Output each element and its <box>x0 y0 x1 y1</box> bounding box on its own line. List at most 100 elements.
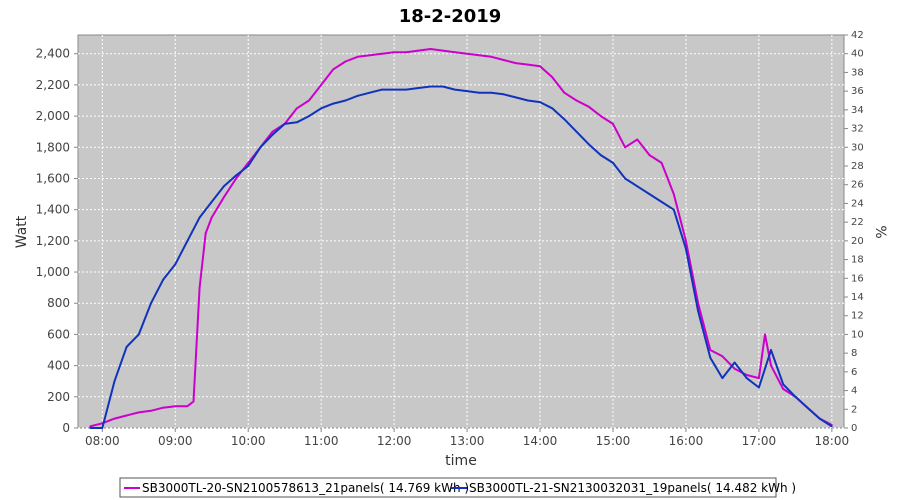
data-point-series-1 <box>125 414 128 417</box>
data-point-series-2 <box>527 99 529 102</box>
data-point-series-1 <box>770 364 772 367</box>
data-point-series-1 <box>356 55 359 58</box>
data-point-series-2 <box>174 263 177 266</box>
y-tick-label: 200 <box>47 390 70 404</box>
x-tick-label: 08:00 <box>85 434 120 448</box>
data-point-series-2 <box>830 425 833 428</box>
data-point-series-1 <box>204 232 207 235</box>
data-point-series-2 <box>454 88 456 91</box>
data-point-series-2 <box>308 115 310 117</box>
data-point-series-1 <box>575 99 578 102</box>
data-point-series-1 <box>210 216 213 219</box>
data-point-series-1 <box>636 138 639 141</box>
data-point-series-2 <box>478 91 481 94</box>
data-point-series-2 <box>150 302 152 305</box>
data-point-series-1 <box>113 417 116 420</box>
data-point-series-2 <box>332 102 335 105</box>
y2-tick-label: 16 <box>851 273 864 284</box>
data-point-series-2 <box>162 278 165 281</box>
data-point-series-2 <box>198 216 201 219</box>
data-point-series-2 <box>89 427 92 429</box>
data-point-series-2 <box>648 193 651 196</box>
data-point-series-1 <box>563 91 566 94</box>
data-point-series-1 <box>441 49 444 52</box>
data-point-series-2 <box>745 377 748 379</box>
data-point-series-1 <box>733 367 736 370</box>
y2-tick-label: 26 <box>851 180 864 191</box>
data-point-series-2 <box>551 107 554 110</box>
data-point-series-2 <box>764 367 766 370</box>
legend-entry-series-2: SB3000TL-21-SN2130032031_19panels( 14.48… <box>469 481 796 495</box>
data-point-series-2 <box>405 88 408 91</box>
x-tick-label: 14:00 <box>523 434 558 448</box>
data-point-series-2 <box>685 247 687 250</box>
data-point-series-1 <box>271 130 274 133</box>
data-point-series-2 <box>186 240 189 242</box>
y2-tick-label: 0 <box>851 423 857 434</box>
data-point-series-2 <box>210 201 213 203</box>
data-point-series-1 <box>344 60 347 63</box>
x-tick-label: 13:00 <box>450 434 485 448</box>
data-point-series-1 <box>368 54 371 57</box>
y2-tick-label: 42 <box>851 30 864 41</box>
y2-tick-label: 34 <box>851 105 864 116</box>
data-point-series-2 <box>587 143 590 146</box>
data-point-series-1 <box>137 411 140 414</box>
data-point-series-2 <box>770 349 772 351</box>
data-point-series-1 <box>381 52 383 55</box>
data-point-series-2 <box>575 130 578 133</box>
y-tick-label: 0 <box>62 421 70 435</box>
data-point-series-1 <box>624 146 626 149</box>
x-axis-label: time <box>445 453 477 469</box>
data-point-series-2 <box>344 99 347 102</box>
data-point-series-2 <box>672 208 675 211</box>
y-tick-label: 1,800 <box>36 140 70 154</box>
data-point-series-1 <box>502 59 505 61</box>
data-point-series-2 <box>107 403 110 406</box>
data-point-series-1 <box>174 405 177 408</box>
y2-tick-label: 36 <box>851 86 864 97</box>
y2-tick-label: 6 <box>851 367 857 378</box>
y2-tick-label: 28 <box>851 161 864 172</box>
data-point-series-1 <box>514 62 517 64</box>
legend: SB3000TL-20-SN2100578613_21panels( 14.76… <box>119 477 796 498</box>
data-point-series-1 <box>332 68 335 71</box>
y2-tick-label: 14 <box>851 292 864 303</box>
data-point-series-1 <box>599 115 602 117</box>
data-point-series-2 <box>758 386 760 389</box>
data-point-series-1 <box>417 49 420 52</box>
data-point-series-1 <box>429 48 432 50</box>
data-point-series-2 <box>721 377 724 379</box>
data-point-series-1 <box>186 405 189 408</box>
data-point-series-2 <box>356 94 359 97</box>
chart-title: 18-2-2019 <box>399 6 502 27</box>
data-point-series-2 <box>466 90 468 92</box>
data-point-series-2 <box>733 361 736 364</box>
x-tick-label: 16:00 <box>669 434 704 448</box>
x-tick-label: 09:00 <box>158 434 193 448</box>
data-point-series-2 <box>502 93 505 96</box>
y-tick-label: 2,200 <box>36 78 70 92</box>
series-lines <box>89 48 833 429</box>
data-point-series-2 <box>697 310 699 312</box>
legend-entry-series-1: SB3000TL-20-SN2100578613_21panels( 14.76… <box>142 481 469 495</box>
data-point-series-2 <box>429 85 432 88</box>
data-point-series-1 <box>320 84 323 86</box>
series-line-2 <box>90 85 833 429</box>
data-point-series-2 <box>235 174 238 177</box>
data-point-series-1 <box>192 400 195 403</box>
y-tick-label: 600 <box>47 327 70 341</box>
data-point-series-1 <box>672 193 675 196</box>
data-point-series-2 <box>563 118 566 121</box>
data-point-series-1 <box>745 374 748 376</box>
data-point-series-1 <box>764 333 766 336</box>
y2-tick-label: 10 <box>851 329 864 340</box>
y-tick-label: 2,000 <box>36 109 70 123</box>
y2-tick-label: 22 <box>851 217 864 228</box>
y2-axis-label: % <box>872 225 888 238</box>
data-point-series-2 <box>137 333 140 336</box>
data-point-series-1 <box>539 65 541 68</box>
legend-box <box>119 477 777 498</box>
y2-tick-label: 2 <box>851 404 857 415</box>
